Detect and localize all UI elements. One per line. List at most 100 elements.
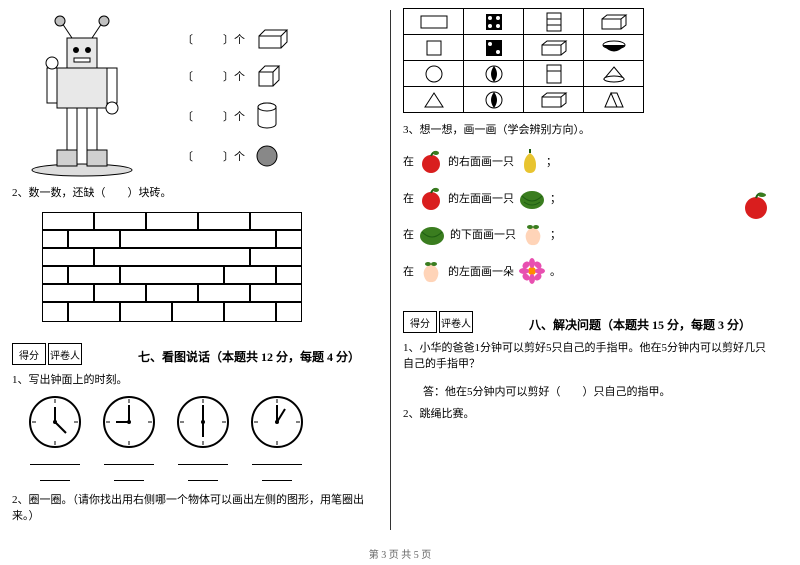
left-column: 〔 〕个 〔 〕个 〔 〕个 〔 〕个 2、数一数，还缺（ ）块砖。 得分 评卷… [0, 0, 390, 540]
grader-cell: 评卷人 [48, 343, 82, 365]
fruit-line-1: 在 的右面画一只 ； [403, 147, 769, 175]
apple-icon [418, 148, 444, 174]
can-icon [545, 63, 563, 85]
fruit-line-2: 在 的左面画一只 ； [403, 185, 769, 211]
score-cell: 得分 [12, 343, 46, 365]
sphere-icon [255, 144, 279, 168]
cuboid-icon [539, 39, 569, 57]
shape-count-list: 〔 〕个 〔 〕个 〔 〕个 〔 〕个 [182, 28, 291, 168]
score-cell: 得分 [403, 311, 437, 333]
bracket-close: 〕个 [223, 68, 245, 84]
clock-3 [176, 395, 230, 481]
peach-icon [520, 221, 546, 247]
clock-1 [28, 395, 82, 481]
rectangle-icon [419, 14, 449, 30]
section8-title: 八、解决问题（本题共 15 分，每题 3 分） [529, 316, 751, 333]
cube-count-row: 〔 〕个 [182, 64, 291, 88]
text: 在 [403, 226, 414, 242]
bracket-close: 〕个 [223, 148, 245, 164]
clock-face-icon [250, 395, 304, 449]
answer-blank-small[interactable] [262, 473, 292, 481]
text: ； [550, 190, 561, 206]
cone-icon [602, 65, 626, 83]
question-2-text: 2、数一数，还缺（ ）块砖。 [12, 184, 378, 200]
question-7-2: 2、圈一圈。（请你找出用右侧哪一个物体可以画出左侧的图形，用笔圈出来。） [12, 491, 378, 523]
cuboid-icon [599, 13, 629, 31]
pear-icon [518, 147, 542, 175]
bracket-close: 〕个 [223, 31, 245, 47]
grid-row-3 [404, 61, 644, 87]
text: 在 [403, 263, 414, 279]
answer-blank-small[interactable] [188, 473, 218, 481]
bracket-open: 〔 [182, 108, 193, 124]
bracket-close: 〕个 [223, 108, 245, 124]
square-icon [425, 39, 443, 57]
prism-icon [603, 91, 625, 109]
clock-face-icon [102, 395, 156, 449]
ball-icon [484, 64, 504, 84]
cuboid-icon [539, 91, 569, 109]
clock-face-icon [176, 395, 230, 449]
page-footer: 第 3 页 共 5 页 [0, 546, 800, 561]
apple-icon [741, 190, 771, 220]
answer-blank[interactable] [104, 455, 154, 465]
clocks-row [28, 395, 378, 481]
grid-row-4 [404, 87, 644, 113]
peach-icon [418, 258, 444, 284]
apple-icon [418, 185, 444, 211]
section7-header: 得分 评卷人 七、看图说话（本题共 12 分，每题 4 分） [12, 335, 378, 365]
ball-icon [484, 90, 504, 110]
grid-row-2 [404, 35, 644, 61]
cylinder-count-row: 〔 〕个 [182, 102, 291, 130]
text: 的左面画一朵 [448, 263, 514, 279]
section8-header: 得分 评卷人 八、解决问题（本题共 15 分，每题 3 分） [403, 303, 769, 333]
question-8-2: 2、跳绳比赛。 [403, 405, 769, 421]
text: ； [546, 153, 557, 169]
text: 在 [403, 190, 414, 206]
robot-figure [12, 8, 152, 178]
fruit-line-3: 在 的下面画一只 ； [403, 221, 769, 247]
text: ； [550, 226, 561, 242]
brick-wall [42, 212, 302, 322]
text: 。 [550, 263, 561, 279]
answer-blank-small[interactable] [114, 473, 144, 481]
right-column: 3、想一想，画一画（学会辨别方向）。 在 的右面画一只 ； 在 的左面画一只 ；… [391, 0, 781, 540]
bracket-open: 〔 [182, 31, 193, 47]
answer-blank[interactable] [252, 455, 302, 465]
answer-blank[interactable] [30, 455, 80, 465]
cylinder-icon [255, 102, 279, 130]
question-3-text: 3、想一想，画一画（学会辨别方向）。 [403, 121, 769, 137]
fruit-line-4: 在 的左面画一朵 。 [403, 257, 769, 285]
shape-grid-table [403, 8, 644, 113]
text: 的下面画一只 [450, 226, 516, 242]
text: 的右面画一只 [448, 153, 514, 169]
text: 的左面画一只 [448, 190, 514, 206]
section7-title: 七、看图说话（本题共 12 分，每题 4 分） [138, 348, 360, 365]
dice-icon [484, 12, 504, 32]
watermelon-icon [518, 186, 546, 210]
answer-blank-small[interactable] [40, 473, 70, 481]
clock-2 [102, 395, 156, 481]
dice-icon [484, 38, 504, 58]
question-7-1: 1、写出钟面上的时刻。 [12, 371, 378, 387]
text: 在 [403, 153, 414, 169]
question-8-1: 1、小华的爸爸1分钟可以剪好5只自己的手指甲。他在5分钟内可以剪好几只自己的手指… [403, 339, 769, 371]
clock-face-icon [28, 395, 82, 449]
cuboid-count-row: 〔 〕个 [182, 28, 291, 50]
cuboid-icon [255, 28, 291, 50]
circle-icon [424, 64, 444, 84]
robot-shape-row: 〔 〕个 〔 〕个 〔 〕个 〔 〕个 [12, 8, 378, 178]
clock-4 [250, 395, 304, 481]
grader-cell: 评卷人 [439, 311, 473, 333]
bracket-open: 〔 [182, 68, 193, 84]
watermelon-icon [418, 222, 446, 246]
question-8-1-answer: 答：他在5分钟内可以剪好（ ）只自己的指甲。 [423, 383, 769, 399]
grid-row-1 [404, 9, 644, 35]
triangle-icon [423, 91, 445, 109]
can-icon [545, 11, 563, 33]
cube-icon [255, 64, 283, 88]
flower-icon [518, 257, 546, 285]
answer-blank[interactable] [178, 455, 228, 465]
sphere-count-row: 〔 〕个 [182, 144, 291, 168]
bowl-icon [601, 40, 627, 56]
